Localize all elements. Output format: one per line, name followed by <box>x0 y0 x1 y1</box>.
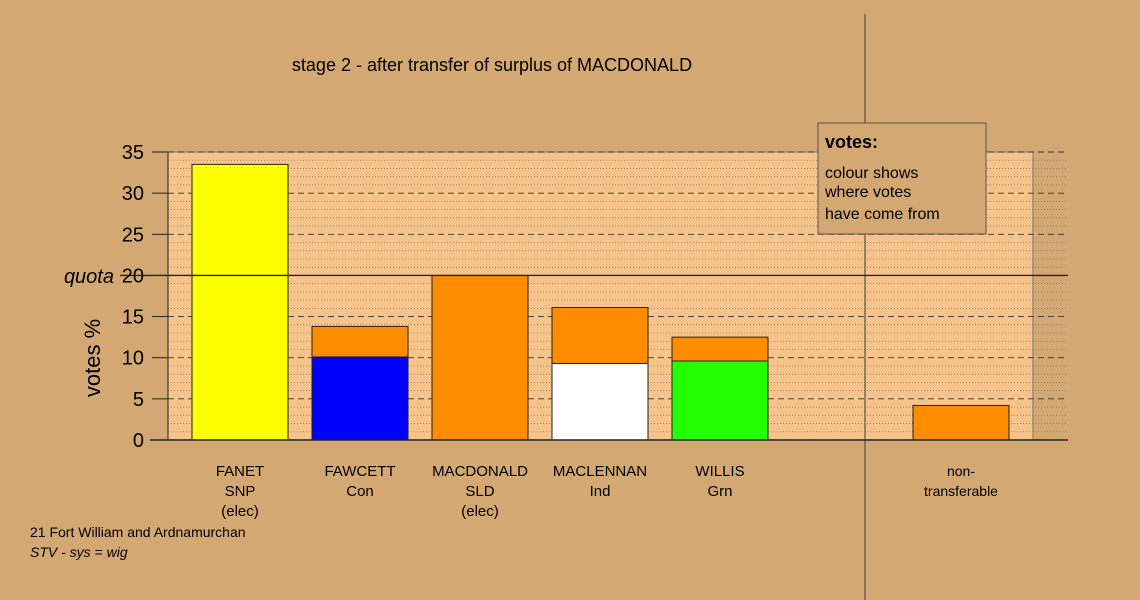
y-tick-label: 15 <box>122 307 144 329</box>
category-label: non- <box>947 463 975 479</box>
y-tick-label: 25 <box>122 224 144 246</box>
quota-label: quota <box>64 266 114 288</box>
bar-segment <box>311 325 409 358</box>
legend: votes: colour shows where votes have com… <box>817 122 987 235</box>
y-tick-label: 30 <box>122 183 144 205</box>
footer: 21 Fort William and Ardnamurchan STV - s… <box>30 522 246 562</box>
legend-line: colour shows <box>825 165 918 182</box>
system-label: STV - sys = wig <box>30 544 128 560</box>
legend-line: where votes <box>824 184 911 201</box>
category-label: (elec) <box>461 503 499 520</box>
plot-background <box>167 14 1034 600</box>
legend-title: votes: <box>825 132 878 152</box>
chart-title: stage 2 - after transfer of surplus of M… <box>292 55 692 75</box>
y-tick-label: 20 <box>122 265 144 287</box>
bars <box>191 163 1010 441</box>
y-tick-label: 35 <box>122 142 144 164</box>
category-label: SLD <box>465 483 494 500</box>
bar-segment <box>912 404 1010 441</box>
category-label: SNP <box>225 483 256 500</box>
constituency-name: 21 Fort William and Ardnamurchan <box>30 524 246 540</box>
y-tick-label: 10 <box>122 348 144 370</box>
axes: 0 5 10 15 20 25 30 35 <box>120 142 1068 452</box>
bar-segment <box>551 362 649 441</box>
category-label: WILLIS <box>695 463 744 480</box>
bar-segment <box>431 274 529 441</box>
category-label: Ind <box>590 483 611 500</box>
category-label: MACLENNAN <box>553 463 647 480</box>
bar-segment <box>671 336 769 362</box>
category-label: (elec) <box>221 503 259 520</box>
bar-segment <box>191 163 289 441</box>
category-label: MACDONALD <box>432 463 528 480</box>
y-tick-label: 0 <box>133 430 144 452</box>
category-label: transferable <box>924 483 998 499</box>
bar-segment <box>551 307 649 364</box>
category-label: Con <box>346 483 374 500</box>
y-tick-label: 5 <box>133 389 144 411</box>
y-axis-label: votes % <box>80 319 105 397</box>
legend-box <box>817 122 987 235</box>
legend-line: have come from <box>825 206 940 223</box>
category-label: FAWCETT <box>324 463 395 480</box>
bar-segment <box>671 360 769 441</box>
bar-segment <box>311 356 409 441</box>
category-label: FANET <box>216 463 264 480</box>
labels: FANET SNP (elec) FAWCETT Con MACDONALD SLD (ele… <box>216 463 998 520</box>
category-label: Grn <box>707 483 732 500</box>
